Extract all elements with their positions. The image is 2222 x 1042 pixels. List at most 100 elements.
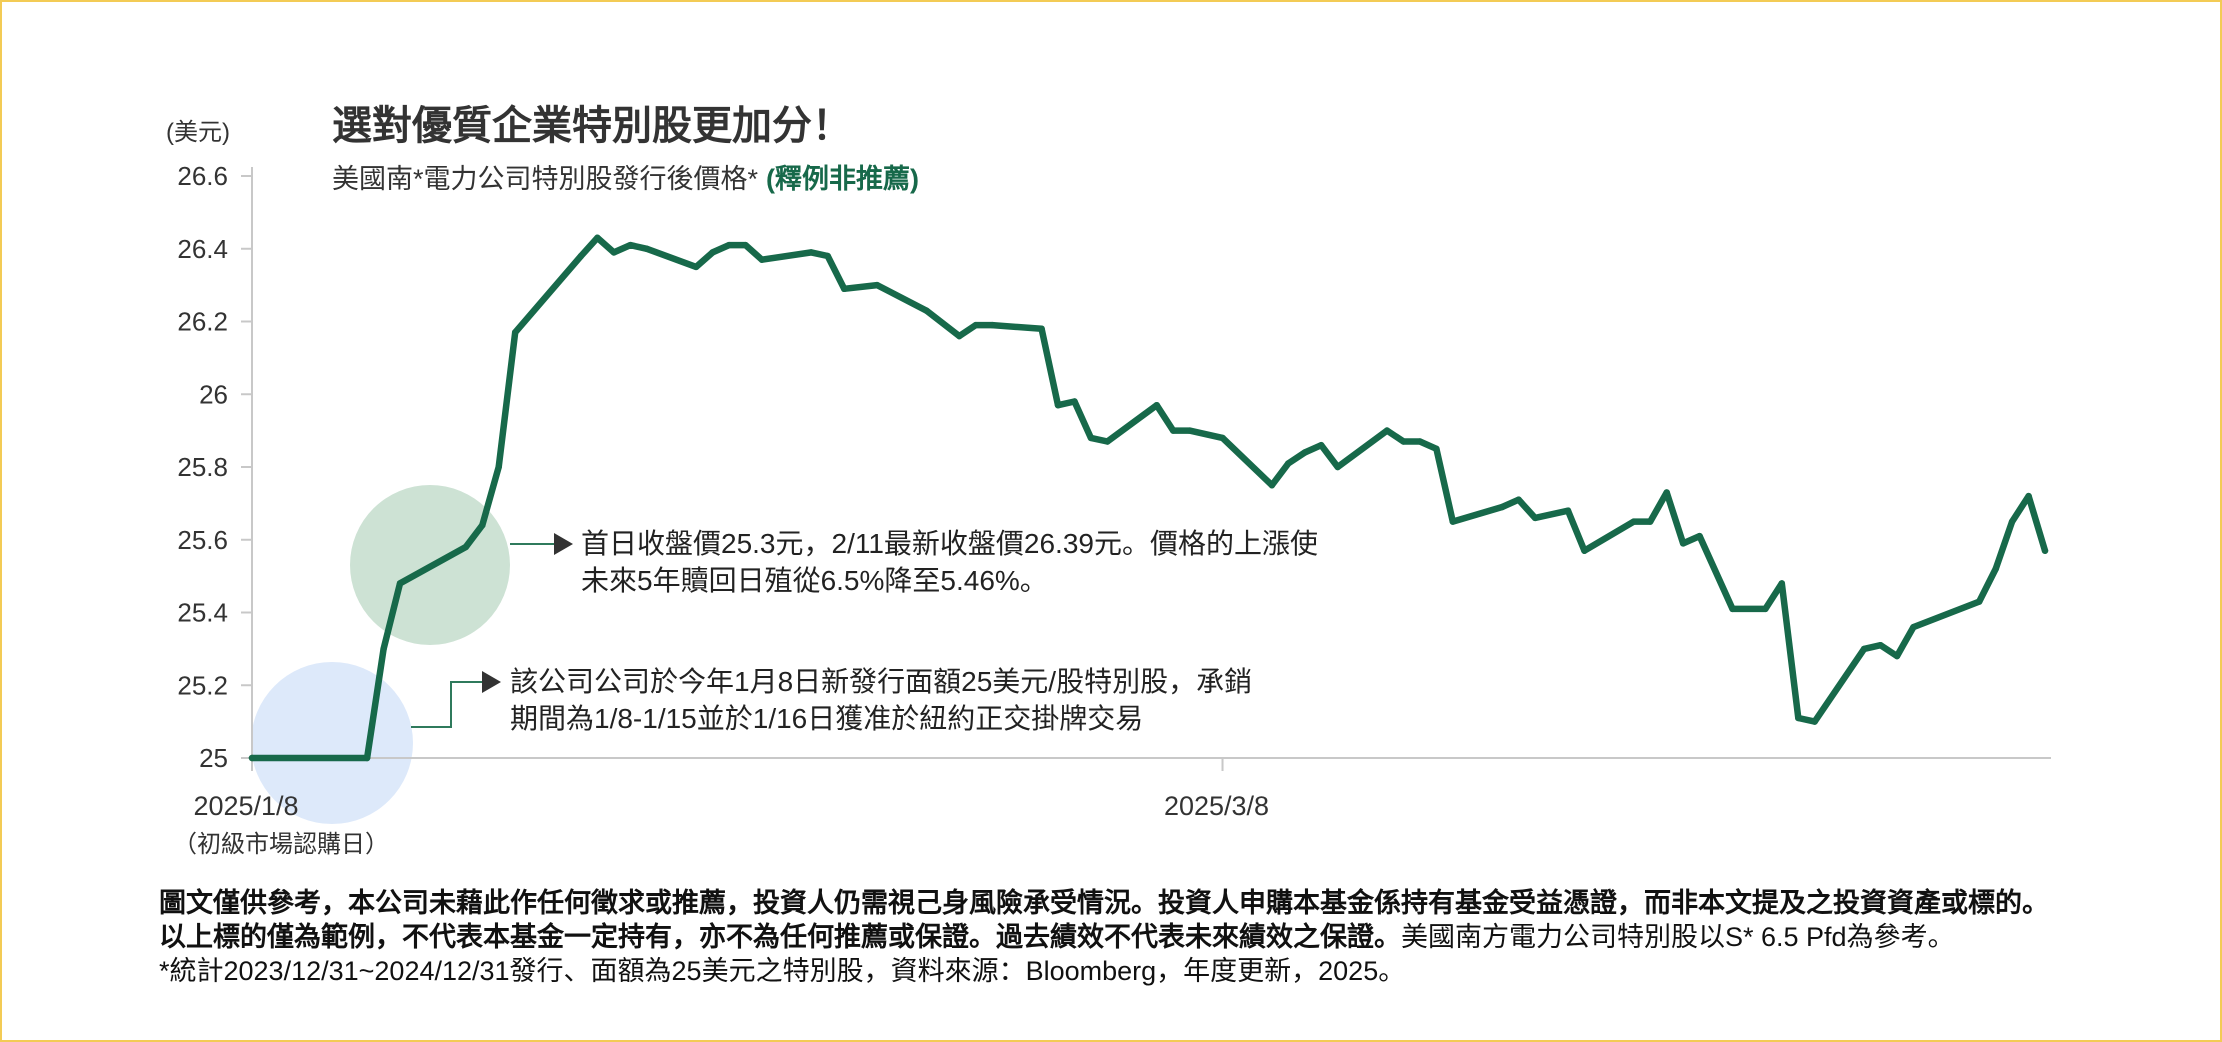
data-point (709, 249, 716, 256)
data-point (2025, 492, 2032, 500)
chart-title: 選對優質企業特別股更加分！ (332, 104, 852, 148)
data-point (1647, 518, 1654, 525)
data-point (1729, 605, 1736, 613)
annotation-issue: 該公司公司於今年1月8日新發行面額25美元/股特別股，承銷 期間為1/8-1/1… (510, 663, 1252, 737)
data-point (808, 249, 815, 256)
data-point (1860, 645, 1868, 653)
data-point (1318, 442, 1325, 449)
data-point (1581, 547, 1588, 554)
data-point (577, 252, 585, 260)
data-point (1071, 398, 1078, 405)
y-axis-unit-label: (美元) (166, 119, 230, 146)
x-tick-sublabel: （初級市場認購日） (173, 831, 389, 858)
chart-subtitle: 美國南*電力公司特別股發行後價格* (釋例非推薦) (332, 162, 919, 196)
annotation-line: 期間為1/8-1/15並於1/16日獲准於紐約正交掛牌交易 (510, 703, 1144, 734)
data-point (989, 321, 996, 329)
data-point (725, 241, 733, 249)
data-point (1762, 605, 1769, 613)
data-point (1054, 402, 1062, 409)
annotation-line: 首日收盤價25.3元，2/11最新收盤價26.39元。價格的上漲使 (581, 528, 1318, 559)
y-tick-label: 25 (199, 743, 228, 773)
annotation-arrow-first-close (510, 533, 573, 555)
data-point (363, 754, 371, 762)
data-point (627, 241, 634, 249)
source-footnote: *統計2023/12/31~2024/12/31發行、面額為25美元之特別股，資… (159, 956, 1406, 986)
data-point (1992, 565, 1999, 573)
data-point (1630, 518, 1638, 525)
data-point (1038, 325, 1045, 332)
y-tick-label: 25.4 (177, 598, 228, 628)
data-point (396, 580, 404, 587)
data-point (1663, 489, 1670, 496)
data-point (1515, 496, 1522, 503)
data-point (1499, 503, 1506, 511)
data-point (248, 754, 256, 762)
chart-subtitle-text: 美國南*電力公司特別股發行後價格* (332, 164, 759, 194)
disclaimer-bold-text: 圖文僅供參考，本公司未藉此作任何徵求或推薦，投資人仍需視己身風險承受情況。投資人… (159, 888, 2049, 952)
data-point (1449, 518, 1457, 525)
y-tick-label: 25.2 (177, 670, 228, 700)
arrowhead-right-icon (554, 533, 573, 555)
data-point (610, 249, 618, 256)
data-point (1696, 532, 1703, 540)
data-point (1795, 714, 1802, 722)
annotation-arrow-issue (411, 671, 501, 728)
data-point (1153, 402, 1160, 409)
data-point (1416, 438, 1424, 445)
annotation-line: 未來5年贖回日殖從6.5%降至5.46%。 (581, 565, 1048, 596)
annotation-connector-line (411, 681, 484, 728)
data-point (1893, 652, 1901, 660)
y-tick-label: 26.6 (177, 161, 228, 191)
data-point (1186, 427, 1193, 434)
x-axis-ticks: 2025/1/8 2025/3/8 (193, 758, 1269, 821)
data-point (972, 321, 979, 329)
data-point (923, 307, 930, 314)
data-point (1087, 434, 1095, 442)
y-tick-label: 25.8 (177, 452, 228, 482)
data-point (1383, 427, 1391, 434)
data-point (512, 329, 519, 336)
x-tick-label: 2025/1/8 (193, 791, 298, 821)
data-point (1268, 482, 1276, 489)
y-tick-label: 26 (199, 379, 228, 409)
data-point (2008, 518, 2016, 525)
data-point (824, 252, 831, 260)
data-point (758, 256, 766, 263)
data-point (643, 245, 650, 252)
data-point (1285, 460, 1292, 467)
series-points (248, 234, 2049, 762)
data-point (1334, 463, 1341, 471)
data-point (2041, 547, 2049, 554)
data-point (1877, 642, 1884, 649)
y-tick-label: 25.6 (177, 525, 228, 555)
annotation-line: 該公司公司於今年1月8日新發行面額25美元/股特別股，承銷 (510, 666, 1253, 697)
disclaimer-reference-text: 美國南方電力公司特別股以S* 6.5 Pfd為參考。 (1401, 922, 1955, 952)
data-point (479, 522, 486, 529)
chart-subtitle-note: (釋例非推薦) (766, 164, 919, 194)
data-point (1910, 623, 1917, 631)
data-point (841, 285, 848, 292)
data-point (692, 263, 700, 271)
data-point (495, 463, 502, 471)
y-axis-ticks: 26.6 26.4 26.2 26 25.8 25.6 25.4 25.2 25 (177, 161, 252, 773)
annotation-first-close: 首日收盤價25.3元，2/11最新收盤價26.39元。價格的上漲使 未來5年贖回… (581, 525, 1318, 599)
data-point (1778, 580, 1786, 587)
data-point (1301, 449, 1309, 456)
y-tick-label: 26.2 (177, 307, 228, 337)
data-point (1219, 434, 1226, 442)
data-point (1679, 540, 1687, 547)
arrowhead-right-icon (482, 671, 501, 693)
data-point (1400, 438, 1407, 445)
data-point (1104, 438, 1111, 445)
disclaimer: 圖文僅供參考，本公司未藉此作任何徵求或推薦，投資人仍需視己身風險承受情況。投資人… (159, 886, 2064, 954)
data-point (956, 332, 963, 340)
data-point (742, 241, 749, 249)
data-point (594, 234, 601, 241)
data-point (1811, 718, 1818, 725)
data-point (1976, 598, 1983, 605)
data-point (462, 543, 469, 551)
data-point (1564, 507, 1572, 514)
data-point (380, 645, 387, 653)
